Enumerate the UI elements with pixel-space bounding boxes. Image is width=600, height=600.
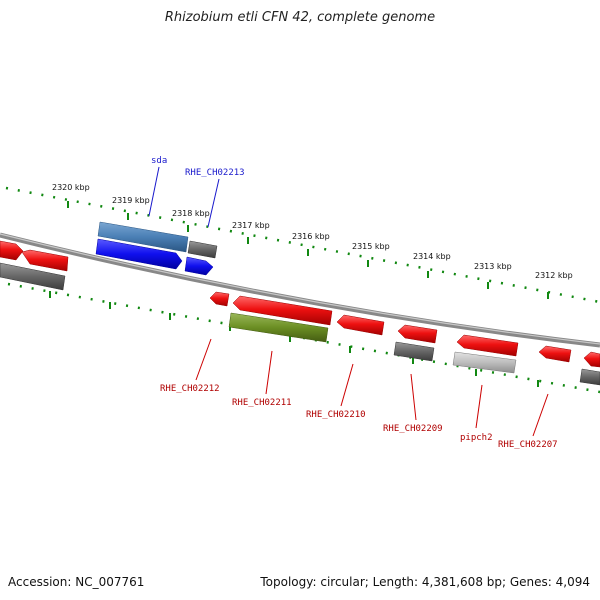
tick-label: 2316 kbp xyxy=(292,232,330,241)
map-title: Rhizobium etli CFN 42, complete genome xyxy=(164,10,436,25)
label-leaders xyxy=(148,166,549,437)
tick-label: 2314 kbp xyxy=(413,252,451,261)
gene-left-2[interactable] xyxy=(21,249,69,272)
gene-label-sda[interactable]: sda xyxy=(151,156,167,166)
tick-label: 2317 kbp xyxy=(232,221,270,230)
gene-label-rhe-ch02212[interactable]: RHE_CH02212 xyxy=(160,384,220,394)
tick-label: 2313 kbp xyxy=(474,262,512,271)
tick-label: 2318 kbp xyxy=(172,209,210,218)
tick-label: 2315 kbp xyxy=(352,242,390,251)
gene-pipch2[interactable] xyxy=(456,334,519,357)
gene-rhe-ch02213-arrow[interactable] xyxy=(184,256,214,276)
gene-label-pipch2[interactable]: pipch2 xyxy=(460,433,493,443)
gene-rhe-ch02210[interactable] xyxy=(336,314,385,336)
gene-rhe-ch02207[interactable] xyxy=(538,345,572,363)
gene-rhe-ch02213[interactable] xyxy=(187,240,218,259)
tick-label: 2319 kbp xyxy=(112,196,150,205)
gene-sda[interactable] xyxy=(97,221,189,253)
outer-major-ticks xyxy=(67,201,549,299)
gene-rhe-ch02209-cds[interactable] xyxy=(393,341,435,362)
gene-left-1[interactable] xyxy=(0,240,24,261)
tick-label: 2312 kbp xyxy=(535,271,573,280)
accession-text: Accession: NC_007761 xyxy=(8,575,145,589)
gene-right-edge-cds[interactable] xyxy=(579,368,600,386)
gene-right-edge[interactable] xyxy=(583,351,600,368)
gene-label-rhe-ch02209[interactable]: RHE_CH02209 xyxy=(383,424,443,434)
gene-left-gray[interactable] xyxy=(0,262,66,291)
gene-rhe-ch02212[interactable] xyxy=(209,291,230,307)
tick-labels: 2320 kbp 2319 kbp 2318 kbp 2317 kbp 2316… xyxy=(52,183,573,280)
gene-sda-arrow[interactable] xyxy=(95,238,183,270)
outer-tick-ring xyxy=(5,186,600,304)
gene-rhe-ch02209[interactable] xyxy=(397,324,438,344)
gene-rhe-ch02211[interactable] xyxy=(232,295,333,326)
gene-rhe-ch02211-cds[interactable] xyxy=(228,312,329,343)
genome-summary: Topology: circular; Length: 4,381,608 bp… xyxy=(260,575,590,589)
gene-label-rhe-ch02213[interactable]: RHE_CH02213 xyxy=(185,168,245,178)
gene-pipch2-cds[interactable] xyxy=(452,351,517,374)
genome-backbone xyxy=(0,232,600,348)
gene-label-rhe-ch02207[interactable]: RHE_CH02207 xyxy=(498,440,558,450)
tick-label: 2320 kbp xyxy=(52,183,90,192)
gene-label-rhe-ch02211[interactable]: RHE_CH02211 xyxy=(232,398,292,408)
gene-label-rhe-ch02210[interactable]: RHE_CH02210 xyxy=(306,410,366,420)
